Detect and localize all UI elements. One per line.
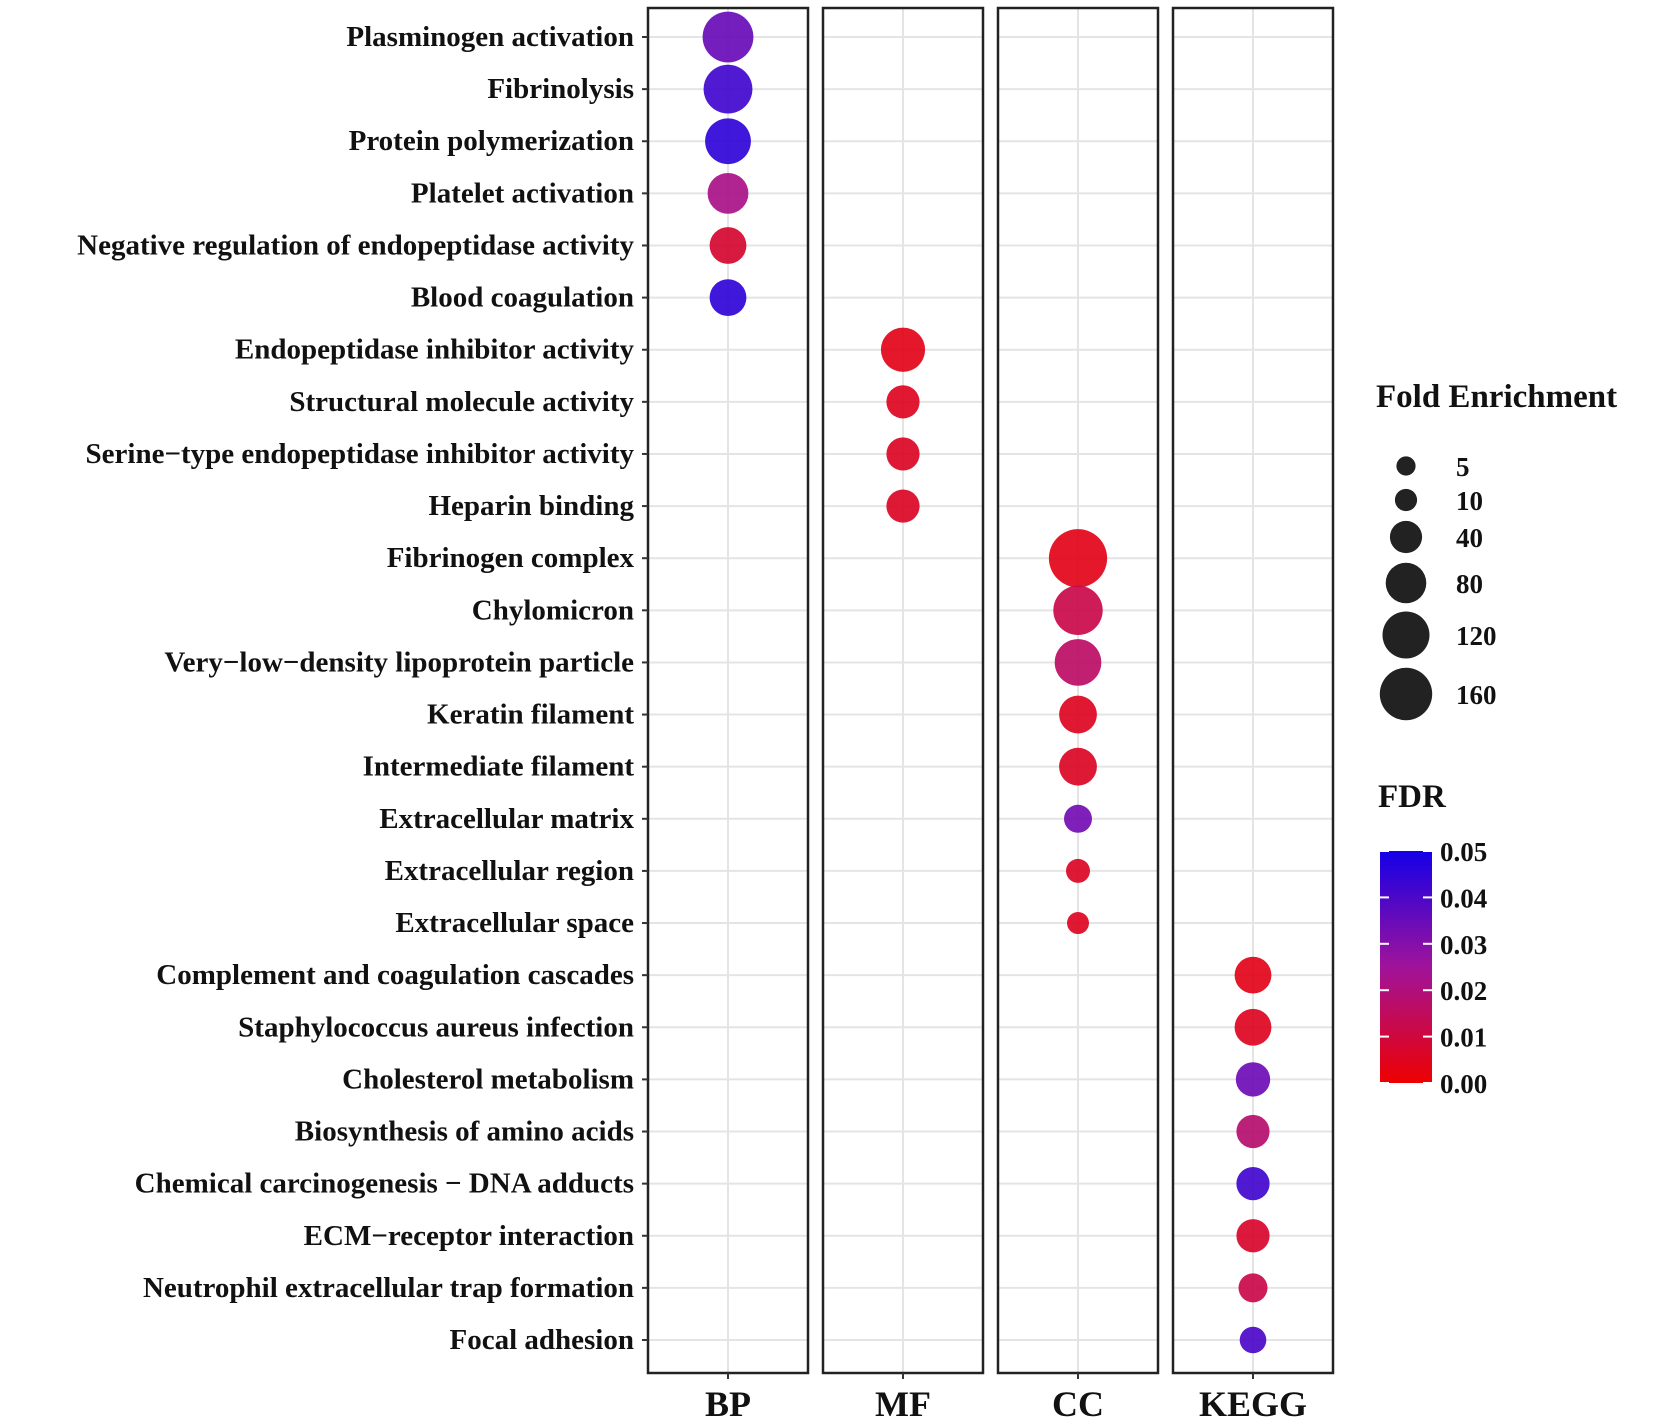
facet-label-mf: MF (875, 1384, 931, 1424)
size-legend-dot-40 (1389, 520, 1423, 554)
fdr-legend-label-0.03: 0.03 (1440, 930, 1487, 960)
term-labels: Plasminogen activation Fibrinolysis Protei… (77, 21, 648, 1356)
size-legend-dot-10 (1394, 488, 1418, 512)
term-label-keratin-filament: Keratin filament (427, 699, 634, 731)
term-label-chemical-carcinogenesis-dna-adducts: Chemical carcinogenesis − DNA adducts (135, 1168, 634, 1200)
point-neutrophil-extracellular-trap-formation (1238, 1273, 1268, 1303)
fdr-legend-label-0.01: 0.01 (1440, 1023, 1487, 1053)
size-legend-title: Fold Enrichment (1376, 379, 1617, 415)
point-endopeptidase-inhibitor-activity (880, 327, 926, 372)
point-chemical-carcinogenesis-dna-adducts (1236, 1167, 1270, 1201)
point-platelet-activation (707, 172, 749, 214)
point-cholesterol-metabolism (1235, 1062, 1271, 1097)
term-label-complement-and-coagulation-cascades: Complement and coagulation cascades (156, 959, 634, 991)
fdr-legend-label-0.00: 0.00 (1440, 1069, 1487, 1099)
term-label-serine-type-endopeptidase-inhibitor-activity: Serine−type endopeptidase inhibitor acti… (86, 438, 635, 470)
fdr-colorbar (1380, 851, 1432, 1083)
term-label-endopeptidase-inhibitor-activity: Endopeptidase inhibitor activity (235, 334, 635, 366)
term-label-staphylococcus-aureus-infection: Staphylococcus aureus infection (238, 1011, 634, 1043)
term-label-fibrinogen-complex: Fibrinogen complex (387, 542, 635, 574)
facet-labels: BP MF CC KEGG (705, 1373, 1307, 1424)
fdr-legend-label-0.04: 0.04 (1440, 883, 1487, 913)
fold-enrichment-legend: Fold Enrichment 5 10 40 80 120 160 (1376, 379, 1617, 721)
facet-label-kegg: KEGG (1199, 1384, 1307, 1424)
color-legend-title: FDR (1378, 779, 1447, 815)
term-label-heparin-binding: Heparin binding (429, 490, 635, 522)
point-protein-polymerization (705, 118, 751, 165)
term-label-blood-coagulation: Blood coagulation (411, 282, 634, 314)
size-legend-label-160: 160 (1456, 680, 1497, 710)
size-legend-dot-120 (1382, 611, 1430, 659)
point-fibrinolysis (703, 64, 753, 114)
facet-panel-mf (821, 6, 985, 1375)
size-legend-dot-80 (1385, 562, 1427, 604)
size-legend-label-80: 80 (1456, 569, 1483, 599)
point-very-low-density-lipoprotein-particle (1054, 639, 1102, 686)
point-complement-and-coagulation-cascades (1234, 956, 1272, 994)
term-label-plasminogen-activation: Plasminogen activation (346, 21, 634, 53)
term-label-structural-molecule-activity: Structural molecule activity (289, 386, 634, 418)
term-label-cholesterol-metabolism: Cholesterol metabolism (342, 1063, 634, 1095)
point-heparin-binding (886, 489, 920, 523)
size-legend-label-120: 120 (1456, 621, 1497, 651)
point-fibrinogen-complex (1048, 529, 1108, 588)
facet-label-cc: CC (1052, 1384, 1104, 1424)
term-label-intermediate-filament: Intermediate filament (363, 751, 635, 783)
point-extracellular-space (1067, 912, 1089, 935)
term-label-negative-regulation-of-endopeptidase-activity: Negative regulation of endopeptidase act… (77, 229, 634, 261)
term-label-very-low-density-lipoprotein-particle: Very−low−density lipoprotein particle (164, 646, 634, 678)
term-label-chylomicron: Chylomicron (472, 594, 634, 626)
fdr-legend-label-0.02: 0.02 (1440, 976, 1487, 1006)
point-biosynthesis-of-amino-acids (1236, 1114, 1270, 1149)
term-label-fibrinolysis: Fibrinolysis (487, 73, 634, 105)
point-chylomicron (1053, 585, 1103, 636)
size-legend-label-10: 10 (1456, 486, 1483, 516)
point-intermediate-filament (1059, 747, 1097, 786)
point-staphylococcus-aureus-infection (1234, 1008, 1272, 1046)
point-extracellular-region (1066, 858, 1090, 883)
size-legend-dot-5 (1396, 456, 1416, 476)
term-label-focal-adhesion: Focal adhesion (450, 1324, 635, 1356)
term-label-neutrophil-extracellular-trap-formation: Neutrophil extracellular trap formation (143, 1272, 634, 1304)
point-negative-regulation-of-endopeptidase-activity (709, 227, 747, 264)
point-ecm-receptor-interaction (1236, 1219, 1270, 1253)
term-label-protein-polymerization: Protein polymerization (349, 125, 634, 157)
point-structural-molecule-activity (886, 385, 920, 419)
size-legend-dot-160 (1379, 667, 1433, 721)
point-blood-coagulation (709, 279, 747, 316)
term-label-biosynthesis-of-amino-acids: Biosynthesis of amino acids (295, 1116, 634, 1148)
term-label-extracellular-matrix: Extracellular matrix (379, 803, 634, 835)
fdr-legend-label-0.05: 0.05 (1440, 837, 1487, 867)
point-keratin-filament (1059, 695, 1097, 734)
facet-panels (646, 6, 1335, 1375)
term-label-extracellular-space: Extracellular space (395, 907, 634, 939)
size-legend-label-5: 5 (1456, 452, 1470, 482)
facet-panel-cc (996, 6, 1160, 1375)
point-focal-adhesion (1239, 1326, 1267, 1354)
point-extracellular-matrix (1064, 804, 1092, 833)
term-label-platelet-activation: Platelet activation (411, 177, 634, 209)
size-legend-label-40: 40 (1456, 523, 1483, 553)
term-label-extracellular-region: Extracellular region (385, 855, 634, 887)
facet-label-bp: BP (705, 1384, 751, 1424)
point-serine-type-endopeptidase-inhibitor-activity (886, 437, 920, 471)
term-label-ecm-receptor-interaction: ECM−receptor interaction (304, 1220, 634, 1252)
point-plasminogen-activation (702, 11, 754, 63)
facet-panel-bp (646, 6, 810, 1375)
fdr-legend: FDR 0.05 0.04 0.03 0.02 0.01 0.00 (1378, 779, 1487, 1099)
data-points (702, 11, 1272, 1354)
